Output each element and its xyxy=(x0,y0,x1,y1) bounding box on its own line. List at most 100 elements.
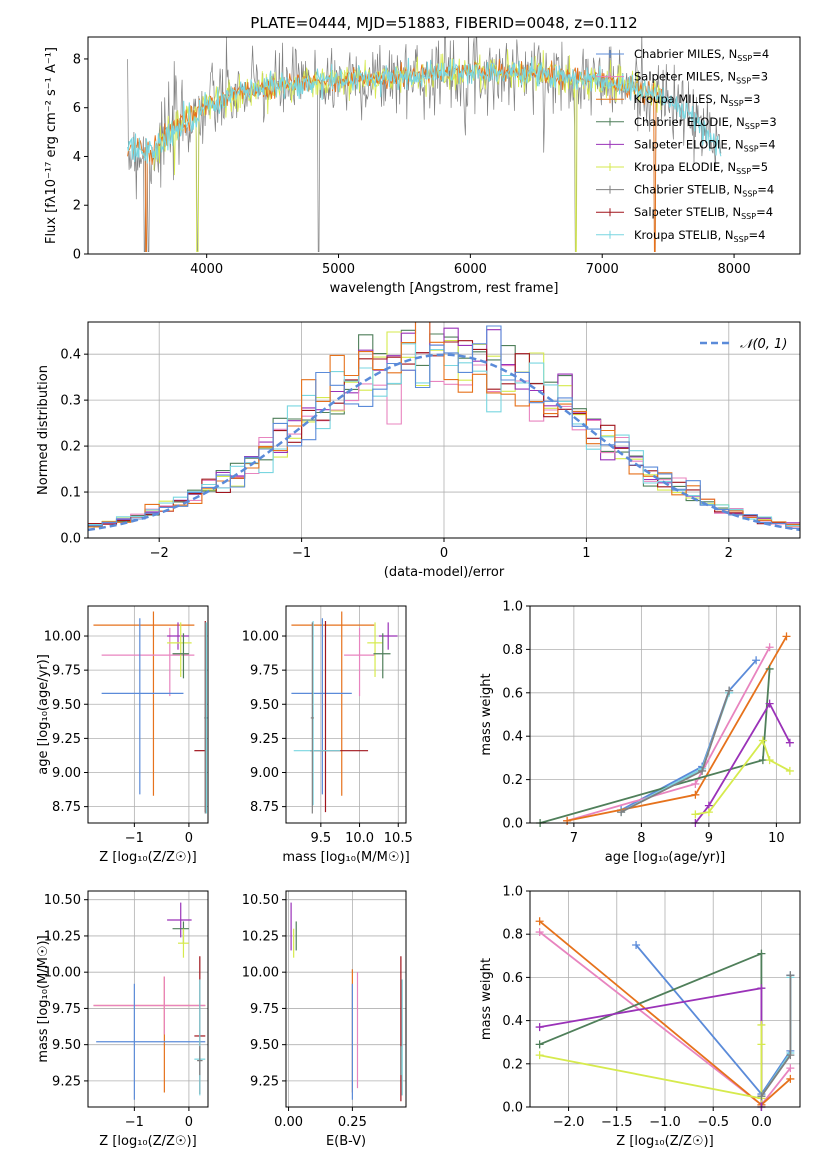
series-marker xyxy=(757,949,766,958)
y-tick-label: 10.25 xyxy=(242,929,279,944)
y-tick-label: 9.75 xyxy=(250,664,279,679)
series-marker xyxy=(691,810,700,819)
y-tick-label: 4 xyxy=(73,150,81,165)
mass-weight-vs-metallicity-panel: −2.0 −1.5 −1.0 −0.5 0.0 0.0 0.2 0.4 0.6 0.8 1.0 Z [… xyxy=(479,885,801,1149)
x-tick-label: 1 xyxy=(582,546,590,561)
x-tick-label: 8 xyxy=(637,831,645,846)
x-tick-label: 8000 xyxy=(718,262,751,277)
series-marker xyxy=(785,738,794,747)
axes-frame xyxy=(87,605,209,824)
x-tick-label: 10.0 xyxy=(345,831,374,846)
chart-title: PLATE=0444, MJD=51883, FIBERID=0048, z=0… xyxy=(250,14,637,32)
x-tick-label: 0 xyxy=(185,831,193,846)
y-tick-label: 10.50 xyxy=(44,893,81,908)
y-tick-label: 9.25 xyxy=(52,732,81,747)
x-tick-label: −0.5 xyxy=(697,1115,729,1130)
axes-frame xyxy=(529,605,801,824)
series-marker xyxy=(786,1074,795,1083)
y-tick-label: 10.00 xyxy=(44,966,81,981)
y-axis-label: age [log₁₀(age/yr)] xyxy=(36,654,51,775)
x-tick-label: 2 xyxy=(725,546,733,561)
y-tick-label: 9.50 xyxy=(52,1038,81,1053)
legend-label: 𝒩(0, 1) xyxy=(740,337,787,352)
y-tick-label: 0.4 xyxy=(502,730,523,745)
series-marker xyxy=(698,766,707,775)
y-tick-label: 0.0 xyxy=(502,817,523,832)
series-marker xyxy=(765,643,774,652)
y-tick-label: 0.8 xyxy=(502,643,523,658)
y-tick-label: 8 xyxy=(73,52,81,67)
y-axis-label: Normed distribution xyxy=(36,365,51,495)
x-tick-label: −1 xyxy=(125,831,144,846)
series-marker xyxy=(757,1040,766,1049)
series-marker xyxy=(617,808,626,817)
y-tick-label: 10.50 xyxy=(242,893,279,908)
y-tick-label: 0.4 xyxy=(502,1014,523,1029)
x-tick-label: 10.5 xyxy=(384,831,413,846)
series-marker xyxy=(691,790,700,799)
x-tick-label: −1 xyxy=(292,546,311,561)
y-tick-label: 0.8 xyxy=(502,928,523,943)
series-marker xyxy=(535,928,544,937)
y-tick-label: 9.75 xyxy=(250,1002,279,1017)
y-tick-label: 0.0 xyxy=(60,532,81,547)
y-tick-label: 8.75 xyxy=(250,800,279,815)
x-tick-label: 0 xyxy=(185,1115,193,1130)
y-tick-label: 10.25 xyxy=(44,929,81,944)
y-tick-label: 9.00 xyxy=(250,766,279,781)
axes-frame xyxy=(285,890,407,1108)
histogram-step-6 xyxy=(88,322,800,528)
series-marker xyxy=(563,816,572,825)
y-tick-label: 0.6 xyxy=(502,686,523,701)
mass-vs-metallicity-panel: −1 0 9.25 9.50 9.75 10.00 10.25 10.50 Z [log₁₀(Z… xyxy=(36,890,209,1149)
axes-frame xyxy=(87,321,801,539)
y-tick-label: 9.25 xyxy=(250,732,279,747)
series-marker xyxy=(765,756,774,765)
y-tick-label: 8.75 xyxy=(52,800,81,815)
mass-weight-vs-age-panel: 7 8 9 10 0.0 0.2 0.4 0.6 0.8 1.0 age [log₁₀(age/yr… xyxy=(479,600,801,865)
x-tick-label: 0.0 xyxy=(751,1115,772,1130)
y-axis-label: mass weight xyxy=(479,958,494,1040)
x-tick-label: 6000 xyxy=(454,262,487,277)
y-tick-label: 10.00 xyxy=(242,630,279,645)
series-line-4 xyxy=(539,987,763,1107)
series-line-1 xyxy=(566,646,771,822)
legend-label: Salpeter STELIB, NSSP=4 xyxy=(634,205,773,221)
x-tick-label: −2.0 xyxy=(553,1115,585,1130)
y-tick-label: 9.75 xyxy=(52,664,81,679)
x-tick-label: 4000 xyxy=(190,262,223,277)
spectrum-line-0 xyxy=(127,37,722,252)
series-marker xyxy=(785,766,794,775)
x-axis-label: mass [log₁₀(M/M☉)] xyxy=(282,850,409,865)
series-marker xyxy=(757,1020,766,1029)
spectrum-panel: PLATE=0444, MJD=51883, FIBERID=0048, z=0… xyxy=(44,14,801,296)
series-line-6 xyxy=(760,977,792,1097)
series-marker xyxy=(786,1064,795,1073)
x-tick-label: −1.5 xyxy=(601,1115,633,1130)
x-tick-label: 7 xyxy=(570,831,578,846)
y-tick-label: 0.2 xyxy=(60,440,81,455)
age-vs-metallicity-panel: −1 0 8.75 9.00 9.25 9.50 9.75 10.00 Z [log₁₀(Z/Z… xyxy=(36,605,209,865)
y-tick-label: 9.25 xyxy=(52,1074,81,1089)
x-tick-label: 10 xyxy=(768,831,785,846)
y-tick-label: 0.1 xyxy=(60,486,81,501)
series-marker xyxy=(691,779,700,788)
series-marker xyxy=(535,1051,544,1060)
series-marker xyxy=(535,917,544,926)
histogram-step-3 xyxy=(88,352,800,528)
x-tick-label: 7000 xyxy=(586,262,619,277)
x-tick-label: 0.00 xyxy=(274,1115,303,1130)
legend-label: Chabrier MILES, NSSP=4 xyxy=(634,47,769,63)
y-tick-label: 10.00 xyxy=(242,966,279,981)
legend-label: Chabrier STELIB, NSSP=4 xyxy=(634,183,774,199)
y-tick-label: 0 xyxy=(73,248,81,263)
series-marker xyxy=(786,971,795,980)
y-axis-label: Flux [fλ10⁻¹⁷ erg cm⁻² s⁻¹ A⁻¹] xyxy=(44,47,59,244)
x-axis-label: Z [log₁₀(Z/Z☉)] xyxy=(99,850,196,865)
legend-label: Salpeter ELODIE, NSSP=4 xyxy=(634,137,776,153)
x-tick-label: 9 xyxy=(705,831,713,846)
histogram-step-7 xyxy=(88,325,800,529)
normal-curve xyxy=(87,353,801,532)
axes-frame xyxy=(87,890,209,1108)
